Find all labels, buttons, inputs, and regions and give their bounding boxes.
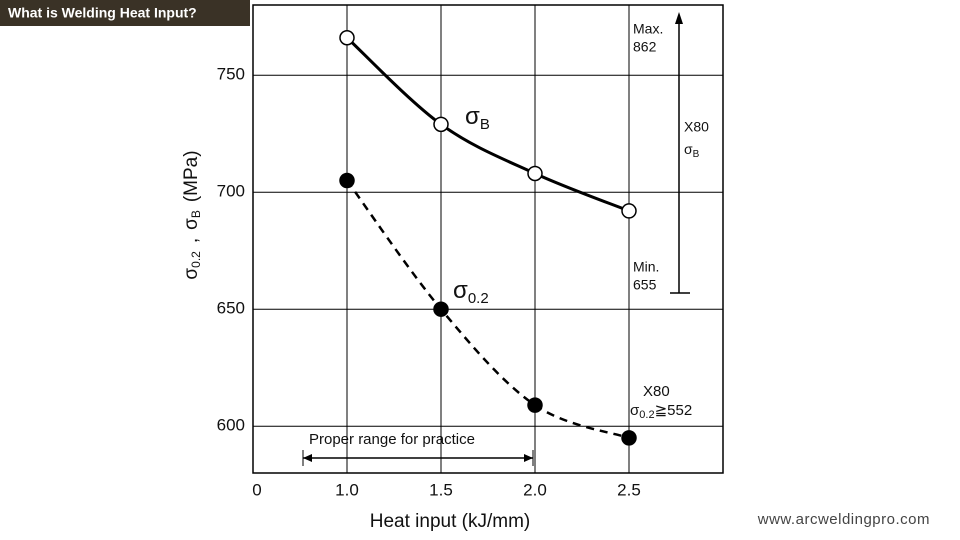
spec-grade: X80 bbox=[684, 119, 709, 135]
y-tick-label: 600 bbox=[217, 416, 245, 435]
y-axis-label: σ0.2,σB(MPa) bbox=[181, 150, 203, 279]
x-tick-label: 1.5 bbox=[429, 480, 453, 499]
y-tick-label: 650 bbox=[217, 299, 245, 318]
plot-frame bbox=[252, 4, 724, 474]
y-axis-label-part: , bbox=[181, 238, 202, 243]
min-label: Min. bbox=[633, 259, 659, 275]
yield-grade: X80 bbox=[643, 383, 670, 400]
data-point bbox=[527, 397, 543, 413]
spec-symbol-sub: B bbox=[693, 149, 700, 160]
x-axis-label: Heat input (kJ/mm) bbox=[370, 511, 530, 532]
x-tick-label: 1.0 bbox=[335, 480, 359, 499]
data-point bbox=[621, 203, 637, 219]
yield-spec: σ0.2≧552 bbox=[630, 402, 692, 421]
data-point bbox=[621, 430, 637, 446]
header-title: What is Welding Heat Input? bbox=[8, 5, 197, 21]
data-point bbox=[339, 30, 355, 46]
spec-symbol: σB bbox=[684, 141, 700, 160]
data-point bbox=[339, 172, 355, 189]
y-tick-label: 750 bbox=[217, 65, 245, 84]
range-label-bg bbox=[306, 430, 534, 450]
series-label-sub: B bbox=[480, 116, 490, 133]
data-point bbox=[527, 165, 543, 182]
series-line bbox=[345, 36, 630, 213]
footer-url: www.arcweldingpro.com bbox=[757, 511, 930, 528]
yield-limit: ≧552 bbox=[655, 402, 693, 419]
header-box bbox=[0, 0, 250, 26]
x-tick-label: 2.5 bbox=[617, 480, 641, 499]
yield-symbol: σ bbox=[630, 402, 640, 419]
range-label: Proper range for practice bbox=[309, 431, 475, 448]
y-tick-label: 700 bbox=[217, 182, 245, 201]
x-tick-label: 2.0 bbox=[523, 480, 547, 499]
y-axis-label-part: B bbox=[189, 210, 203, 218]
x-origin-label: 0 bbox=[252, 480, 261, 499]
series-label-sub: 0.2 bbox=[468, 290, 489, 307]
data-point bbox=[433, 301, 449, 317]
yield-sub: 0.2 bbox=[639, 409, 654, 421]
max-value: 862 bbox=[633, 39, 657, 55]
y-axis-label-part: (MPa) bbox=[181, 150, 202, 202]
y-axis-label-part: σ bbox=[181, 218, 202, 230]
series-label: σB bbox=[465, 103, 490, 133]
y-axis-label-part: σ bbox=[181, 268, 202, 280]
spec-symbol-main: σ bbox=[684, 141, 693, 157]
series-label-symbol: σ bbox=[465, 103, 480, 130]
min-value: 655 bbox=[633, 277, 657, 293]
series-label: σ0.2 bbox=[453, 277, 489, 307]
y-axis-label-part: 0.2 bbox=[189, 251, 203, 268]
data-point bbox=[433, 116, 449, 133]
series-label-symbol: σ bbox=[453, 277, 468, 304]
max-label: Max. bbox=[633, 21, 663, 37]
spec-arrow-head bbox=[675, 12, 683, 24]
